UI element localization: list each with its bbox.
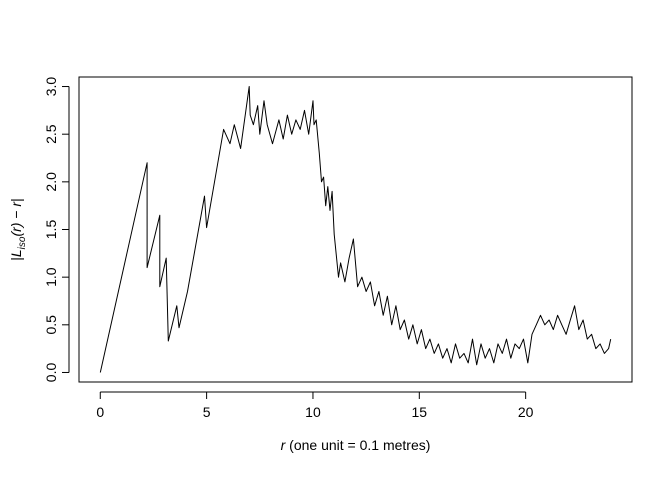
x-axis-title-text: (one unit = 0.1 metres) xyxy=(285,437,430,453)
x-tick-label: 20 xyxy=(518,404,534,420)
plot-frame xyxy=(78,76,633,383)
y-axis-title-bar-left: | xyxy=(8,257,24,261)
y-tick-label: 2.5 xyxy=(43,124,59,144)
y-tick-label: 0.5 xyxy=(43,315,59,335)
x-axis-title: r (one unit = 0.1 metres) xyxy=(281,437,431,453)
x-axis-title-variable: r xyxy=(281,437,287,453)
x-tick-label: 5 xyxy=(203,404,211,420)
x-tick-label: 10 xyxy=(305,404,321,420)
y-tick-label: 3.0 xyxy=(43,77,59,97)
y-tick-label: 0.0 xyxy=(43,363,59,383)
y-axis-title-l: L xyxy=(8,249,24,257)
y-axis-title-bar-right: | xyxy=(8,198,24,202)
y-axis-title-minus: − xyxy=(8,207,24,223)
series-line xyxy=(99,86,612,373)
y-tick-label: 2.0 xyxy=(43,172,59,192)
y-axis-title-argument: (r) xyxy=(8,223,24,237)
y-axis-title-subscript: iso xyxy=(17,236,28,249)
y-axis: 0.0 0.5 1.0 1.5 2.0 2.5 3.0 xyxy=(43,77,70,383)
x-tick-label: 0 xyxy=(96,404,104,420)
y-tick-label: 1.0 xyxy=(43,267,59,287)
series-layer xyxy=(99,86,612,373)
y-tick-label: 1.5 xyxy=(43,220,59,240)
x-tick-label: 15 xyxy=(412,404,428,420)
y-axis-title-r: r xyxy=(8,201,24,207)
y-axis-title: |Liso(r) − r| xyxy=(8,198,28,261)
x-axis: 0 5 10 15 20 xyxy=(96,391,534,420)
